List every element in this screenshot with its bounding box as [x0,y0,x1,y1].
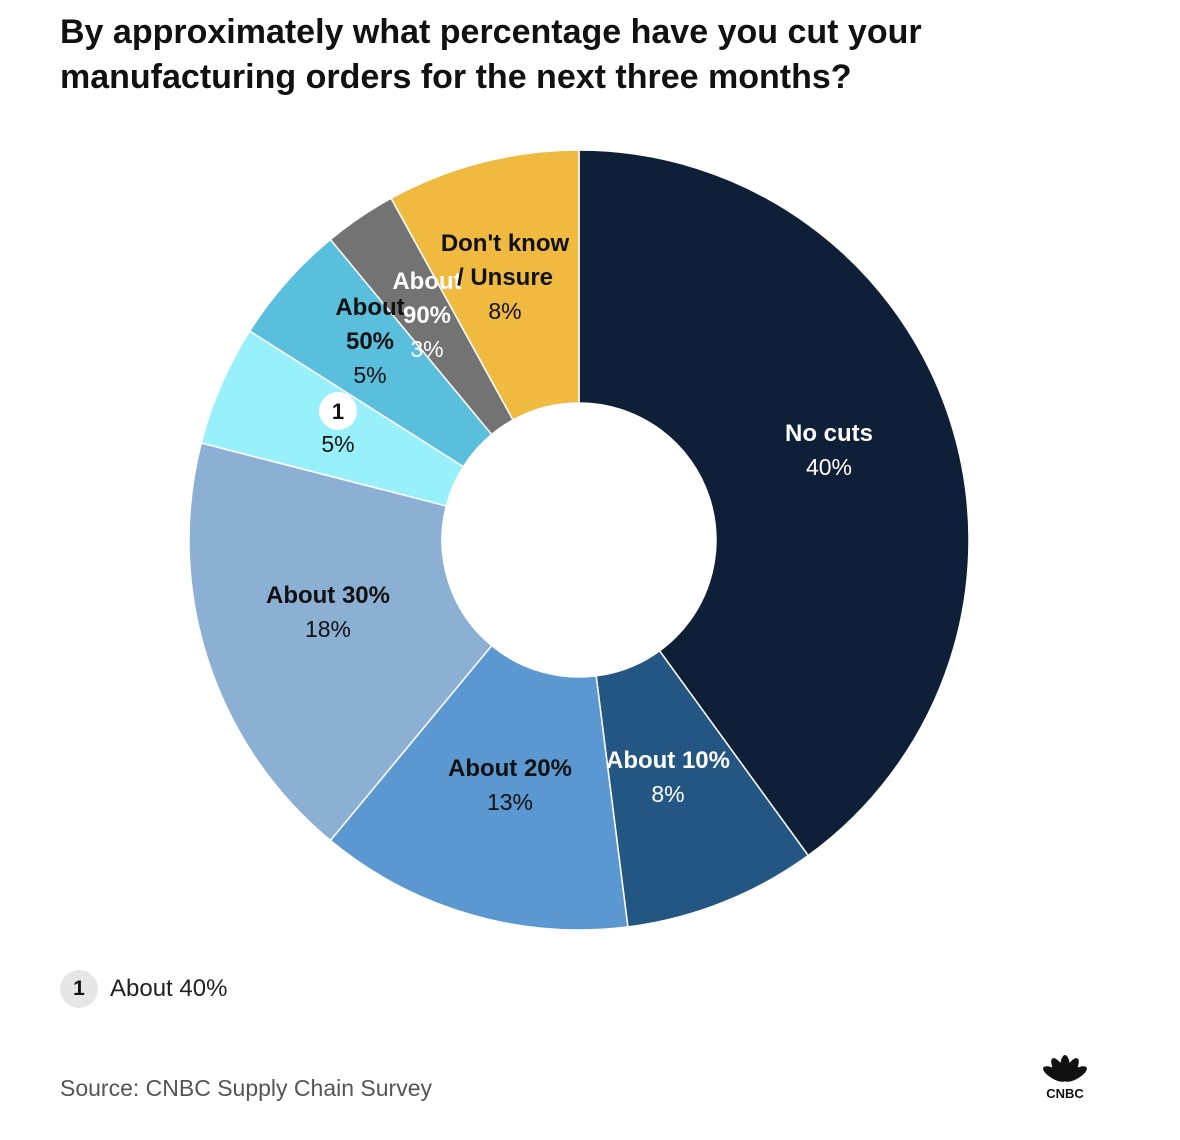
slice-category-label: About 10% [606,747,730,774]
slice-label: About 10% 8% [606,747,730,807]
slice-value-label: 3% [410,336,443,362]
footnote: 1 About 40% [60,970,227,1008]
footnote-badge-label: 1 [332,399,344,424]
donut-slice [188,442,493,842]
slice-category-label: Don't know [441,230,570,257]
slice-category-label: 50% [346,328,394,355]
slice-value-label: 5% [321,431,354,457]
footnote-badge [319,392,357,430]
slice-category-label: About [392,268,461,295]
donut-slice [578,149,970,857]
slice-category-label: / Unsure [457,264,553,291]
logo-text: CNBC [1046,1086,1084,1100]
slice-category-label: No cuts [785,420,873,447]
slice-category-label: About 30% [266,582,390,609]
slice-label: About 30% 18% [266,582,390,642]
footnote-text: About 40% [110,975,228,1002]
slice-label: About 90% 3% [392,268,461,362]
slice-category-label: 90% [403,302,451,329]
slice-category-label: About 20% [448,755,572,782]
donut-slice [390,149,580,421]
slice-category-label: About [335,294,404,321]
donut-slice [329,644,629,931]
slice-label: About 20% 13% [448,755,572,815]
peacock-icon: CNBC [1043,1055,1087,1100]
slice-label: 15% [319,392,357,457]
slice-label: No cuts 40% [785,420,873,480]
source-note: Source: CNBC Supply Chain Survey [60,1075,432,1101]
slice-value-label: 40% [806,454,852,480]
slice-label: About 50% 5% [335,294,404,388]
slice-value-label: 5% [353,362,386,388]
footnote-marker: 1 [60,970,98,1008]
slice-value-label: 18% [305,616,351,642]
slice-value-label: 13% [487,789,533,815]
slice-value-label: 8% [488,298,521,324]
slice-value-label: 8% [651,781,684,807]
chart-title: By approximately what percentage have yo… [60,13,922,96]
slice-label: Don't know / Unsure 8% [441,230,570,324]
